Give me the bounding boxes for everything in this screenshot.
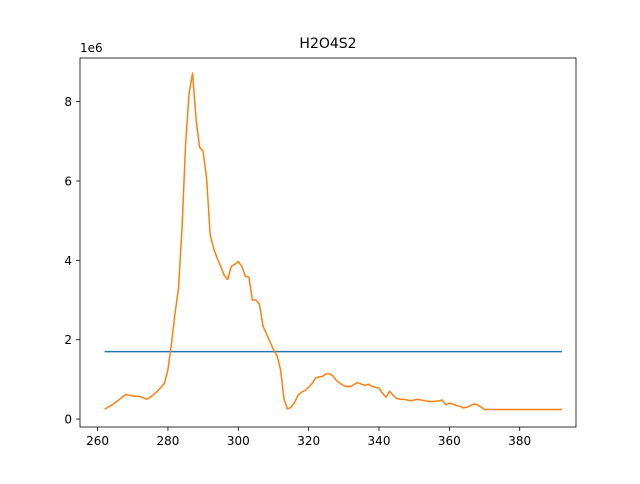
y-tick-label: 6 [64, 175, 72, 189]
x-tick-label: 380 [508, 434, 531, 448]
y-tick-label: 2 [64, 333, 72, 347]
y-tick-label: 4 [64, 254, 72, 268]
y-offset-label: 1e6 [80, 41, 103, 55]
chart-title: H2O4S2 [299, 36, 356, 52]
x-tick-label: 300 [227, 434, 250, 448]
plot-layer [104, 72, 562, 411]
series-line-1 [104, 72, 562, 411]
y-tick-label: 8 [64, 95, 72, 109]
x-tick-label: 340 [368, 434, 391, 448]
y-tick-label: 0 [64, 413, 72, 427]
x-tick-label: 360 [438, 434, 461, 448]
plot-frame [79, 57, 577, 428]
x-tick-label: 280 [156, 434, 179, 448]
x-tick-label: 320 [297, 434, 320, 448]
x-tick-label: 260 [86, 434, 109, 448]
axes-layer: 260 280 300 320 340 360 380 0 2 4 6 8 [64, 57, 577, 448]
